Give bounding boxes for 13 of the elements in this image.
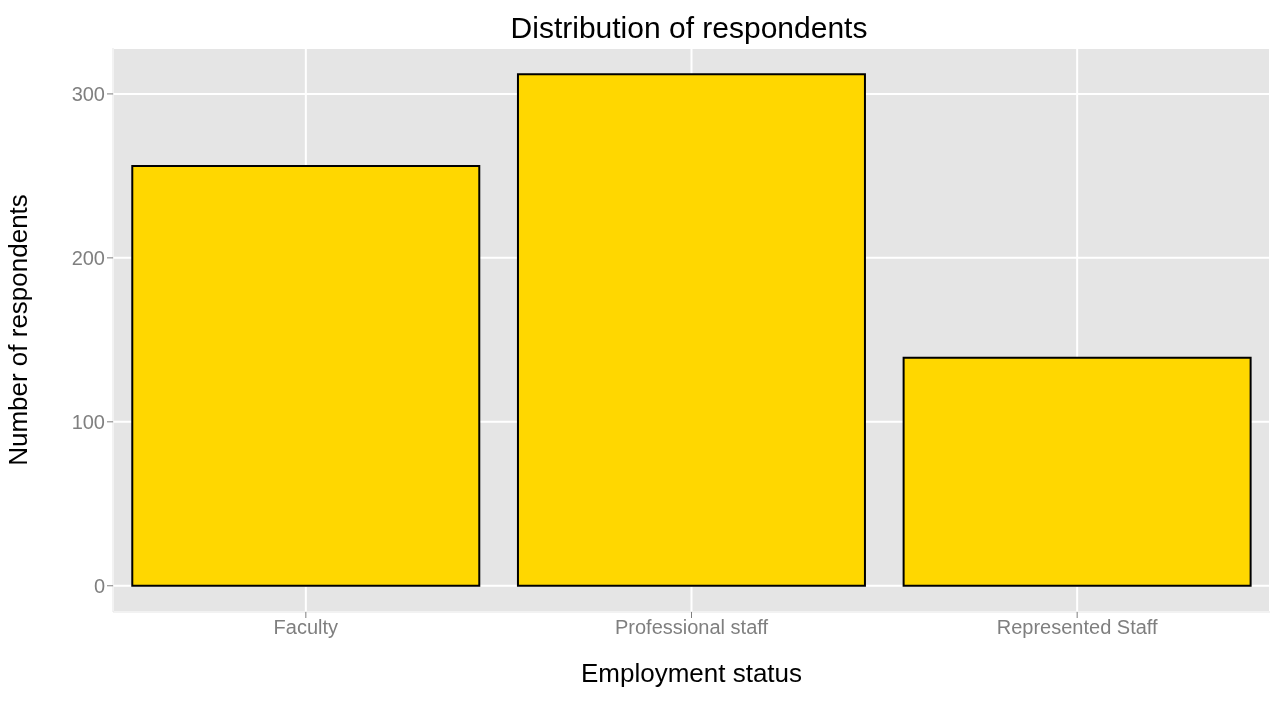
x-tick-label: Professional staff xyxy=(614,616,769,639)
bar xyxy=(902,356,1252,587)
x-tick-label: Faculty xyxy=(273,616,339,639)
bar xyxy=(131,165,481,587)
y-axis-title: Number of respondents xyxy=(3,194,34,466)
chart-title: Distribution of respondents xyxy=(509,10,869,46)
y-tick-label: 100 xyxy=(71,410,105,433)
bar xyxy=(516,73,866,587)
x-axis-title: Employment status xyxy=(580,658,803,688)
y-tick-label: 200 xyxy=(71,246,105,269)
y-tick-label: 0 xyxy=(93,574,105,597)
x-tick-label: Represented Staff xyxy=(996,616,1159,639)
y-tick-label: 300 xyxy=(71,83,105,106)
